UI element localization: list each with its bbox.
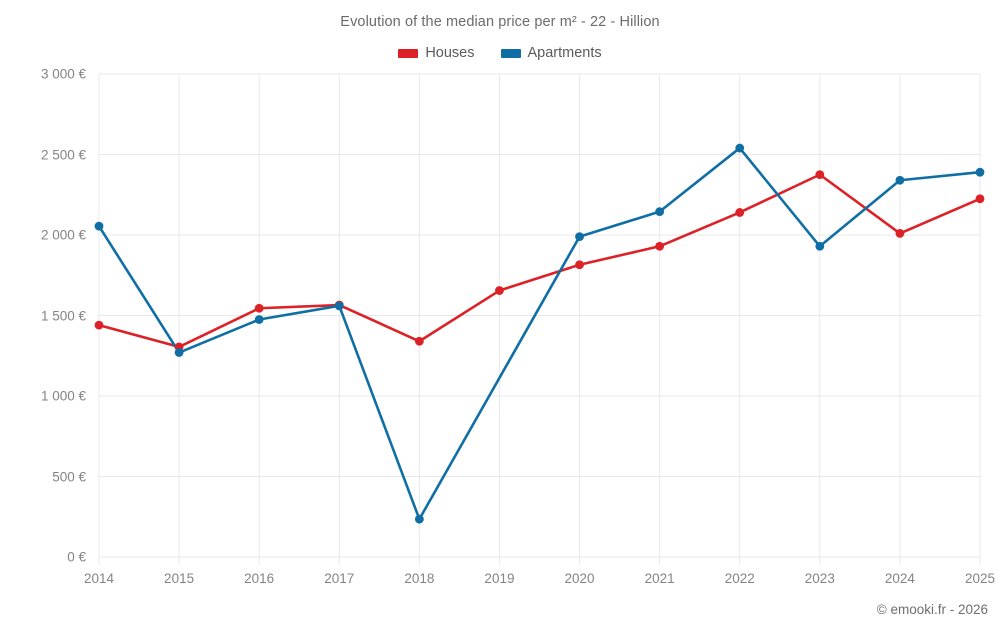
data-point-marker[interactable]	[815, 170, 825, 180]
y-axis-tick-label: 2 500 €	[40, 147, 86, 162]
data-point-marker[interactable]	[575, 232, 584, 242]
y-axis-tick-label: 0 €	[67, 549, 86, 565]
series-lines	[97, 146, 982, 521]
x-axis-tick-label: 2024	[884, 571, 915, 586]
data-point-marker[interactable]	[254, 315, 264, 324]
x-axis-tick-label: 2023	[804, 571, 835, 586]
data-point-marker[interactable]	[655, 241, 665, 251]
data-point-marker[interactable]	[655, 207, 665, 217]
data-point-marker[interactable]	[975, 194, 985, 204]
data-point-marker[interactable]	[414, 336, 424, 346]
data-point-marker[interactable]	[94, 221, 104, 231]
x-axis-tick-label: 2021	[644, 571, 675, 586]
data-point-marker[interactable]	[975, 167, 985, 177]
data-point-marker[interactable]	[895, 228, 905, 238]
legend-swatch-apartments	[500, 48, 521, 58]
y-axis-tick-label: 1 000 €	[40, 388, 86, 404]
legend-swatch-houses	[398, 48, 419, 58]
data-point-marker[interactable]	[495, 286, 504, 295]
data-point-marker[interactable]	[815, 241, 825, 251]
y-axis-tick-label: 2 000 €	[40, 227, 86, 243]
y-axis-tick-label: 500 €	[52, 469, 86, 484]
x-axis-tick-label: 2022	[724, 571, 755, 586]
axis-ticks	[98, 557, 981, 565]
footer-credit: © emooki.fr - 2026	[876, 602, 988, 617]
series-markers	[94, 143, 985, 524]
legend-label-houses: Houses	[425, 45, 475, 61]
data-point-marker[interactable]	[735, 208, 745, 217]
x-axis-tick-label: 2014	[83, 571, 115, 586]
data-point-marker[interactable]	[94, 320, 104, 330]
data-point-marker[interactable]	[334, 301, 344, 311]
x-axis-tick-label: 2017	[324, 571, 355, 586]
data-point-marker[interactable]	[735, 143, 745, 153]
x-axis-tick-label: 2018	[404, 571, 435, 586]
y-axis-tick-label: 1 500 €	[40, 308, 86, 323]
legend-item-apartments[interactable]: Apartments	[500, 45, 602, 61]
chart-legend: Houses Apartments	[0, 45, 1000, 61]
data-point-marker[interactable]	[575, 260, 584, 270]
x-axis-tick-label: 2015	[164, 571, 195, 586]
data-point-marker[interactable]	[174, 348, 184, 357]
chart-title: Evolution of the median price per m² - 2…	[340, 14, 660, 30]
legend-item-houses[interactable]: Houses	[398, 45, 475, 61]
gridlines	[98, 73, 981, 558]
legend-label-apartments: Apartments	[527, 45, 602, 61]
x-axis-tick-label: 2016	[244, 571, 275, 586]
y-axis-tick-label: 3 000 €	[40, 66, 86, 82]
data-point-marker[interactable]	[895, 175, 905, 185]
x-axis-tick-label: 2020	[564, 571, 595, 586]
data-point-marker[interactable]	[254, 303, 264, 313]
x-axis-tick-label: 2019	[484, 571, 515, 586]
data-point-marker[interactable]	[414, 514, 424, 524]
x-axis-tick-label: 2025	[964, 571, 996, 586]
